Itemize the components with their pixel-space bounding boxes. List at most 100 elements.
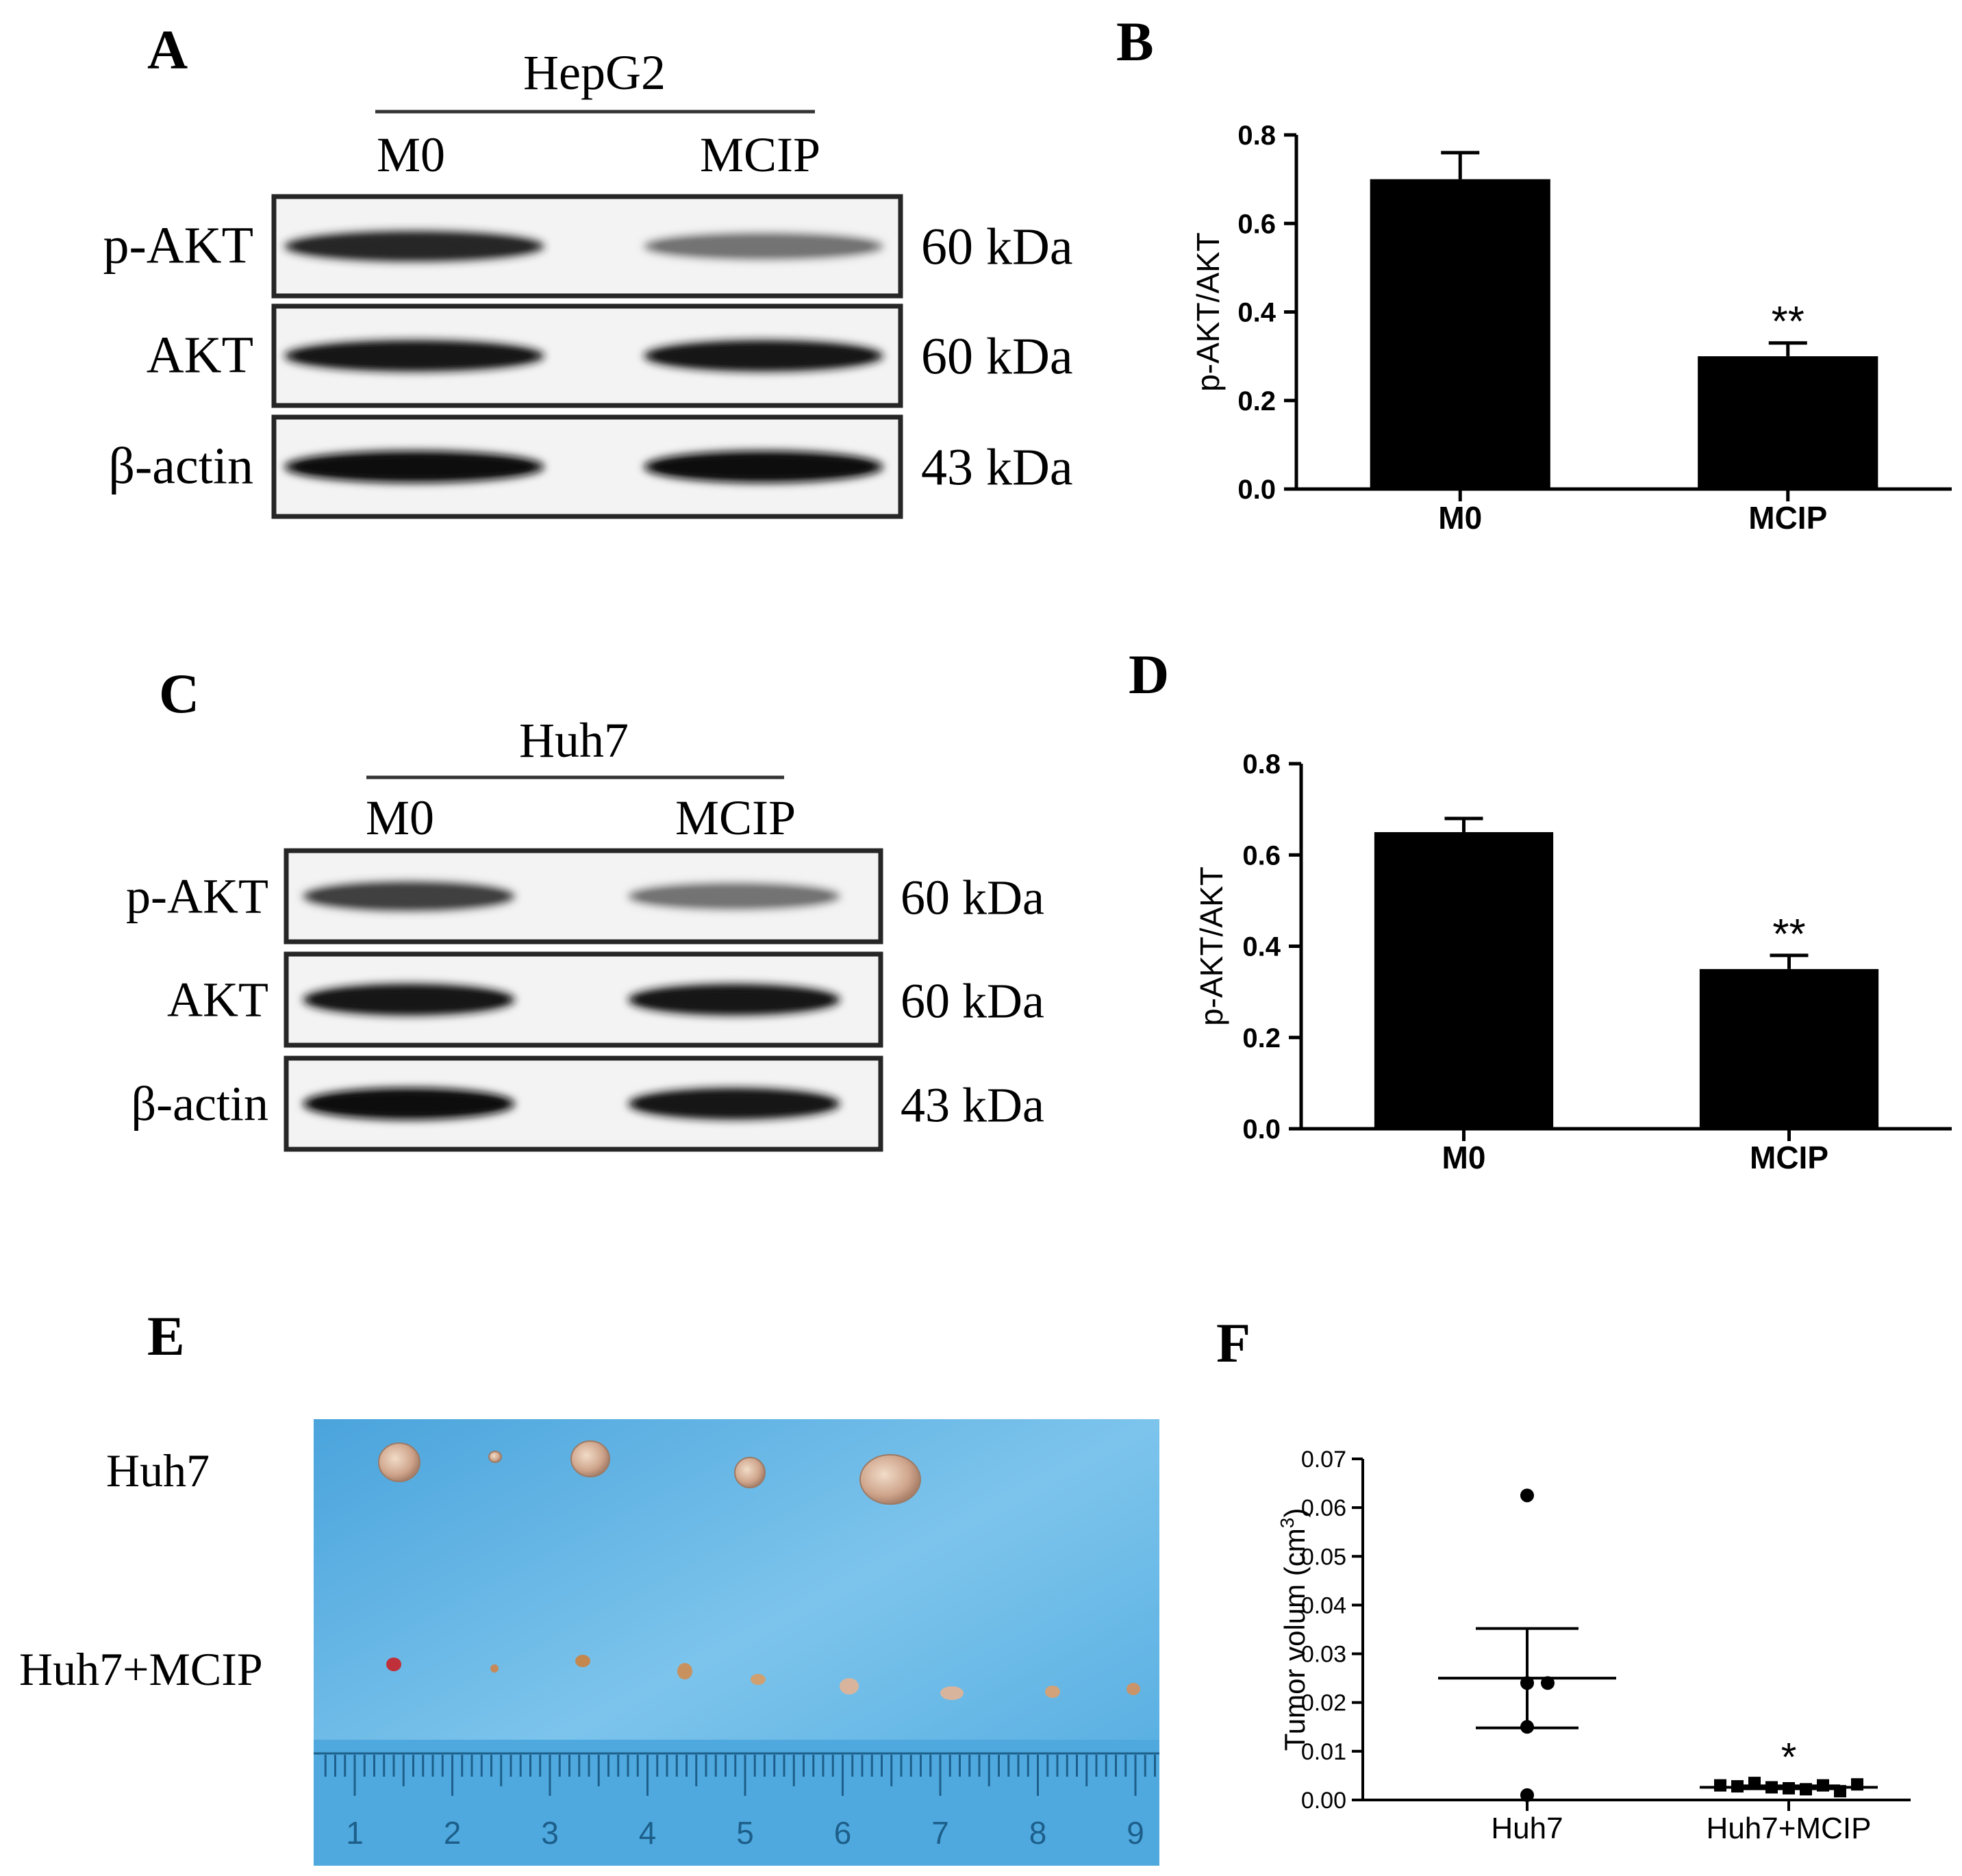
- y-tick-label: 0.07: [1301, 1447, 1346, 1473]
- y-axis-label-superscript: 3: [1276, 1518, 1298, 1529]
- tumor: [1127, 1683, 1140, 1695]
- row-label-huh7-mcip: Huh7+MCIP: [19, 1643, 263, 1695]
- panel-e-tumor-photo: E Huh7 Huh7+MCIP 1 2 3 4 5 6 7 8 9: [19, 1305, 1159, 1866]
- protein-band-core: [638, 888, 830, 904]
- chart-b-bar: 0.0 0.2 0.4 0.6 0.8 M0 MCIP ** p-AKT/AKT: [1190, 121, 1952, 536]
- tumor: [488, 1451, 502, 1463]
- ruler-number: 4: [639, 1815, 657, 1851]
- chart-f-scatter: 0.00 0.01 0.02 0.03 0.04 0.05 0.06 0.07 Huh7 Huh7…: [1276, 1447, 1911, 1845]
- x-tick-label: MCIP: [1748, 500, 1827, 536]
- protein-band-core: [297, 346, 531, 366]
- ruler-number: 7: [931, 1815, 949, 1851]
- protein-band-core: [655, 238, 872, 254]
- blot-protein-label: p-AKT: [103, 217, 253, 275]
- tumor: [859, 1454, 921, 1505]
- tumor: [490, 1664, 499, 1673]
- row-label-huh7: Huh7: [106, 1444, 210, 1497]
- tumors-huh7-mcip: [386, 1655, 1140, 1700]
- blot-kda-label: 60 kDa: [901, 974, 1044, 1029]
- data-point: [1800, 1783, 1812, 1796]
- tumors-huh7: [378, 1440, 921, 1505]
- tumor: [840, 1678, 859, 1694]
- y-tick-label: 0.03: [1301, 1642, 1346, 1668]
- cell-line-label: HepG2: [523, 45, 666, 100]
- panel-letter-b: B: [1116, 10, 1154, 73]
- y-tick-label: 0.4: [1242, 932, 1281, 962]
- bar: [1699, 968, 1879, 1129]
- y-axis-label: p-AKT/AKT: [1194, 866, 1229, 1026]
- y-tick-label: 0.05: [1301, 1544, 1346, 1570]
- tumor: [386, 1658, 401, 1671]
- tumor: [378, 1442, 420, 1482]
- ruler-number: 5: [736, 1815, 754, 1851]
- data-point: [1520, 1676, 1534, 1690]
- protein-band-core: [297, 457, 531, 477]
- y-tick-label: 0.00: [1301, 1788, 1346, 1814]
- blot-protein-label: p-AKT: [126, 869, 268, 924]
- y-tick-label: 0.01: [1301, 1739, 1346, 1765]
- y-tick-label: 0.6: [1242, 840, 1281, 871]
- ruler: 1 2 3 4 5 6 7 8 9: [314, 1740, 1159, 1866]
- ruler-number: 6: [834, 1815, 852, 1851]
- bar: [1370, 179, 1550, 489]
- tumor: [575, 1655, 590, 1667]
- y-tick-label: 0.02: [1301, 1690, 1346, 1716]
- y-axis-label: Tumor volum (cm3): [1276, 1508, 1311, 1751]
- y-tick-label: 0.8: [1237, 121, 1276, 151]
- x-tick-label: Huh7+MCIP: [1707, 1812, 1872, 1845]
- cell-line-label: Huh7: [519, 713, 629, 768]
- data-point: [1765, 1781, 1778, 1794]
- y-axis-label-text: Tumor volum (cm: [1279, 1528, 1311, 1751]
- blot-kda-label: 60 kDa: [921, 218, 1073, 276]
- blot-kda-label: 43 kDa: [901, 1078, 1044, 1133]
- tumor: [570, 1440, 610, 1477]
- ruler-number: 9: [1127, 1815, 1144, 1851]
- data-point: [1520, 1488, 1534, 1503]
- blot-protein-label: AKT: [167, 973, 268, 1027]
- y-tick-label: 0.8: [1242, 749, 1281, 779]
- ruler-number: 1: [346, 1815, 364, 1851]
- y-tick-label: 0.0: [1242, 1114, 1281, 1145]
- protein-band-core: [638, 990, 830, 1010]
- y-tick-label: 0.2: [1237, 386, 1276, 416]
- data-point: [1520, 1788, 1534, 1802]
- y-tick-label: 0.6: [1237, 209, 1276, 239]
- y-tick-label: 0.2: [1242, 1023, 1281, 1053]
- chart-d-bar: 0.0 0.2 0.4 0.6 0.8 M0 MCIP ** p-AKT/AKT: [1194, 749, 1952, 1175]
- tumor: [677, 1663, 692, 1679]
- y-tick-label: 0.06: [1301, 1495, 1346, 1521]
- tumor: [1045, 1686, 1060, 1698]
- protein-band-core: [297, 237, 531, 255]
- blot-protein-label: β-actin: [131, 1077, 268, 1131]
- lane-label-mcip: MCIP: [675, 790, 796, 845]
- data-point: [1817, 1779, 1829, 1792]
- bar: [1698, 356, 1878, 489]
- y-tick-label: 0.4: [1237, 298, 1276, 328]
- significance-label: **: [1772, 299, 1804, 346]
- blot-kda-label: 43 kDa: [921, 439, 1073, 497]
- panel-letter-e: E: [147, 1305, 185, 1367]
- data-point: [1783, 1781, 1795, 1794]
- panel-letter-a: A: [147, 18, 188, 81]
- panel-letter-f: F: [1216, 1312, 1250, 1374]
- data-point: [1541, 1676, 1555, 1690]
- protein-band-core: [313, 1094, 505, 1114]
- significance-label: **: [1772, 911, 1805, 958]
- panel-letter-d: D: [1129, 643, 1169, 705]
- ruler-number: 8: [1029, 1815, 1047, 1851]
- lane-label-m0: M0: [366, 790, 434, 845]
- y-axis-label: p-AKT/AKT: [1190, 232, 1226, 392]
- x-tick-label: MCIP: [1750, 1140, 1828, 1175]
- tumor: [940, 1686, 964, 1700]
- data-point: [1834, 1785, 1846, 1798]
- bar: [1374, 831, 1554, 1129]
- y-axis-label-close: ): [1279, 1508, 1311, 1518]
- x-tick-label: M0: [1442, 1140, 1486, 1175]
- blot-protein-label: β-actin: [108, 438, 253, 495]
- lane-label-mcip: MCIP: [700, 127, 820, 182]
- panel-c-western-blot: C Huh7 M0 MCIP p-AKT 60 kDa AKT 60 kDa β-act…: [126, 662, 1044, 1152]
- data-point: [1520, 1720, 1534, 1734]
- protein-band-core: [655, 346, 872, 366]
- ruler-number: 3: [541, 1815, 559, 1851]
